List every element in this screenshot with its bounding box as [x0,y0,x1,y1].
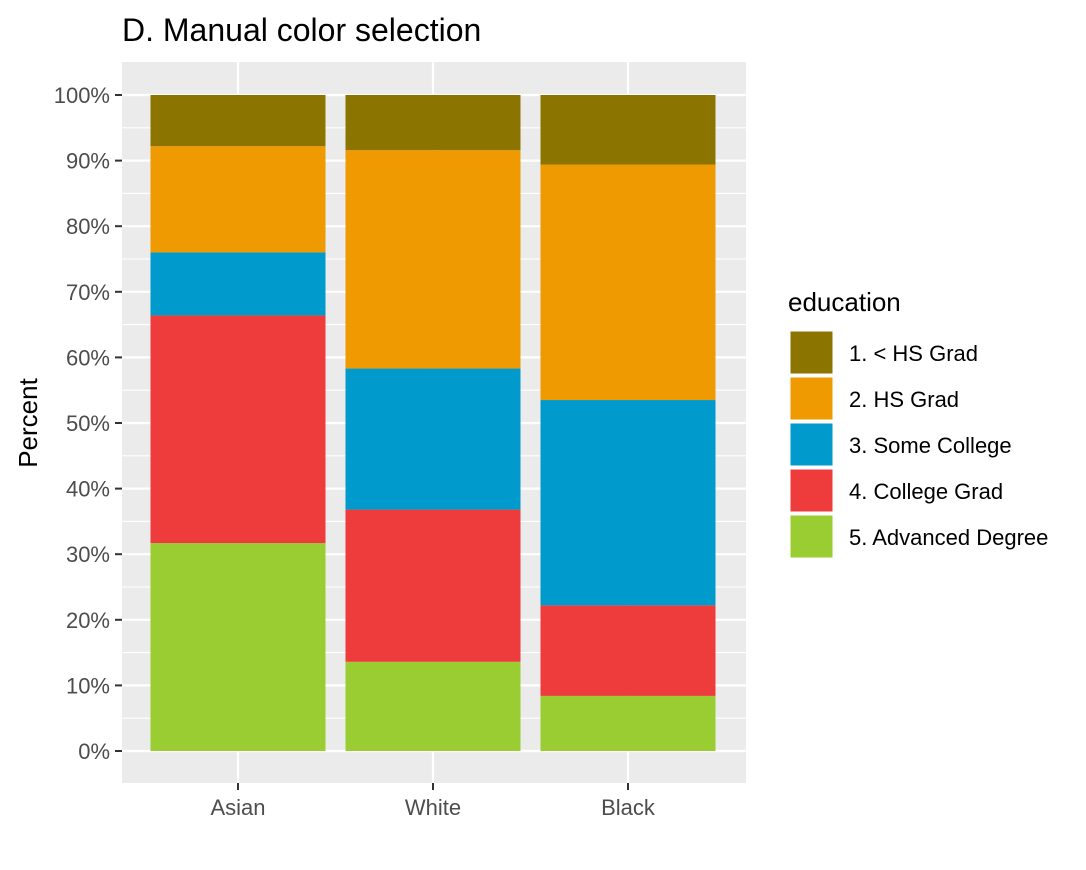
y-tick-label: 90% [66,149,110,174]
bars [150,95,716,751]
y-tick-label: 40% [66,477,110,502]
bar-asian-1 [150,95,326,147]
x-tick-label: White [405,795,461,820]
legend-key [789,376,834,421]
legend-key [789,422,834,467]
y-tick-label: 30% [66,542,110,567]
bar-asian-3 [150,252,326,316]
legend-label: 3. Some College [849,433,1012,458]
bar-white-2 [345,150,521,369]
y-tick-label: 0% [78,739,110,764]
y-tick-label: 10% [66,673,110,698]
legend-label: 5. Advanced Degree [849,525,1048,550]
chart-title: D. Manual color selection [122,12,481,48]
bar-black-5 [540,695,716,751]
legend-title: education [788,287,901,317]
bar-asian-5 [150,543,326,751]
legend-key [789,468,834,513]
bar-white-5 [345,661,521,751]
x-tick-label: Black [601,795,656,820]
legend-label: 2. HS Grad [849,387,959,412]
y-axis-title: Percent [13,377,43,467]
legend-label: 4. College Grad [849,479,1003,504]
bar-black-3 [540,400,716,606]
y-tick-label: 20% [66,608,110,633]
bar-white-3 [345,368,521,510]
legend-key [789,330,834,375]
x-tick-label: Asian [210,795,265,820]
bar-black-1 [540,95,716,165]
bar-black-4 [540,605,716,696]
y-axis-ticks: 0% 10% 20% 30% 40% 50% 60% 70% 80% 90% 100% [54,83,122,764]
y-tick-label: 50% [66,411,110,436]
legend: education 1. < HS Grad 2. HS Grad 3. Some … [788,287,1048,559]
bar-white-4 [345,509,521,662]
y-tick-label: 70% [66,280,110,305]
bar-asian-4 [150,315,326,544]
legend-key [789,514,834,559]
y-tick-label: 80% [66,214,110,239]
legend-label: 1. < HS Grad [849,341,978,366]
y-tick-label: 60% [66,345,110,370]
y-tick-label: 100% [54,83,110,108]
bar-white-1 [345,95,521,151]
bar-black-2 [540,164,716,401]
x-axis-ticks: Asian White Black [210,783,656,820]
bar-asian-2 [150,146,326,253]
